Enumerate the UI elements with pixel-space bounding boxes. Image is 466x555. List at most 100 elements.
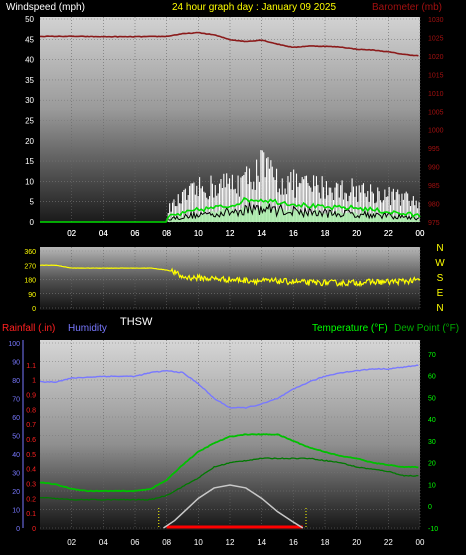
rain-tick-label: 0.6: [26, 437, 36, 444]
x-tick-label: 18: [321, 229, 330, 238]
x-tick-label: 14: [257, 538, 266, 547]
temperature-tick-label: 30: [428, 439, 436, 446]
compass-label: S: [437, 273, 444, 284]
wind-tick-label: 35: [25, 76, 34, 85]
x-tick-label: 00: [416, 229, 425, 238]
temperature-axis-title: Temperature (°F): [312, 323, 388, 334]
x-tick-label: 22: [384, 229, 393, 238]
x-tick-label: 14: [257, 229, 266, 238]
wind-avg-line: [40, 197, 421, 223]
rain-tick-label: 1: [32, 378, 36, 385]
humidity-tick-label: 50: [12, 434, 20, 441]
direction-tick-label: 360: [24, 249, 36, 256]
humidity-tick-label: 0: [16, 526, 20, 533]
barometer-tick-label: 1015: [428, 72, 444, 79]
axis-layer: 0510152025303540455097598098599099510001…: [8, 15, 445, 547]
x-tick-label: 12: [226, 538, 235, 547]
temperature-tick-label: 50: [428, 395, 436, 402]
x-tick-label: 04: [99, 229, 108, 238]
x-tick-label: 02: [67, 538, 76, 547]
x-tick-label: 02: [67, 229, 76, 238]
temperature-line: [39, 433, 419, 493]
x-tick-label: 20: [352, 229, 361, 238]
rain-tick-label: 0: [32, 526, 36, 533]
x-tick-label: 06: [131, 538, 140, 547]
temperature-tick-label: 60: [428, 374, 436, 381]
temp-panel: [40, 340, 420, 530]
x-tick-label: 16: [289, 229, 298, 238]
direction-tick-label: 0: [32, 306, 36, 313]
x-tick-label: 06: [131, 229, 140, 238]
x-tick-label: 04: [99, 229, 108, 238]
x-tick-label: 16: [289, 538, 298, 547]
x-tick-label: 20: [352, 538, 361, 547]
barometer-tick-label: 975: [428, 220, 440, 227]
temperature-tick-label: 40: [428, 417, 436, 424]
rain-tick-label: 0.1: [26, 511, 36, 518]
dewpoint-axis-title: Dew Point (°F): [394, 323, 459, 334]
temperature-tick-label: 0: [428, 504, 432, 511]
wind-tick-label: 20: [25, 137, 34, 146]
rain-tick-label: 0.2: [26, 496, 36, 503]
compass-label: N: [436, 303, 443, 314]
wind-tick-label: 45: [25, 35, 34, 44]
x-tick-label: 18: [321, 229, 330, 238]
x-tick-label: 20: [352, 229, 361, 238]
rain-tick-label: 0.9: [26, 393, 36, 400]
rain-tick-label: 0.5: [26, 452, 36, 459]
barometer-tick-label: 990: [428, 165, 440, 172]
humidity-tick-label: 80: [12, 378, 20, 385]
humidity-tick-label: 60: [12, 415, 20, 422]
barometer-tick-label: 1005: [428, 109, 444, 116]
x-tick-label: 10: [194, 538, 203, 547]
temperature-tick-label: -10: [428, 526, 438, 533]
temperature-tick-label: 70: [428, 352, 436, 359]
direction-line: [39, 264, 421, 288]
rain-tick-label: 0.3: [26, 482, 36, 489]
x-tick-label: 18: [321, 538, 330, 547]
barometer-tick-label: 1010: [428, 91, 444, 98]
compass-label: N: [436, 243, 443, 254]
thsw-label: THSW: [120, 316, 153, 328]
rain-tick-label: 1.1: [26, 363, 36, 370]
x-tick-label: 14: [257, 229, 266, 238]
rainfall-axis-title: Rainfall (.in): [2, 323, 55, 334]
humidity-tick-label: 10: [12, 508, 20, 515]
humidity-tick-label: 100: [8, 341, 20, 348]
direction-tick-label: 270: [24, 263, 36, 270]
wind-tick-label: 10: [25, 177, 34, 186]
x-tick-label: 10: [194, 229, 203, 238]
barometer-tick-label: 1030: [428, 17, 444, 24]
x-tick-label: 02: [67, 229, 76, 238]
wind-tick-label: 15: [25, 157, 34, 166]
humidity-line: [39, 364, 419, 409]
rain-tick-label: 0.4: [26, 467, 36, 474]
barometer-tick-label: 995: [428, 146, 440, 153]
compass-label: W: [435, 258, 445, 269]
x-tick-label: 22: [384, 229, 393, 238]
barometer-tick-label: 985: [428, 183, 440, 190]
wind-tick-label: 5: [30, 198, 35, 207]
x-tick-label: 16: [289, 229, 298, 238]
rain-tick-label: 0.7: [26, 422, 36, 429]
temperature-tick-label: 10: [428, 482, 436, 489]
barometer-tick-label: 1025: [428, 35, 444, 42]
x-tick-label: 12: [226, 229, 235, 238]
wind-tick-label: 25: [25, 117, 34, 126]
direction-tick-label: 180: [24, 278, 36, 285]
barometer-axis-title: Barometer (mb): [372, 2, 442, 13]
humidity-tick-label: 30: [12, 471, 20, 478]
humidity-axis-title: Humidity: [68, 323, 107, 334]
x-tick-label: 10: [194, 229, 203, 238]
x-tick-label: 04: [99, 538, 108, 547]
barometer-tick-label: 1020: [428, 54, 444, 61]
x-tick-label: 06: [131, 229, 140, 238]
humidity-tick-label: 20: [12, 489, 20, 496]
direction-tick-label: 90: [28, 292, 36, 299]
x-tick-label: 08: [162, 538, 171, 547]
wind-tick-label: 0: [30, 218, 35, 227]
x-tick-label: 00: [416, 229, 425, 238]
humidity-tick-label: 90: [12, 360, 20, 367]
solar-curve: [163, 484, 304, 529]
